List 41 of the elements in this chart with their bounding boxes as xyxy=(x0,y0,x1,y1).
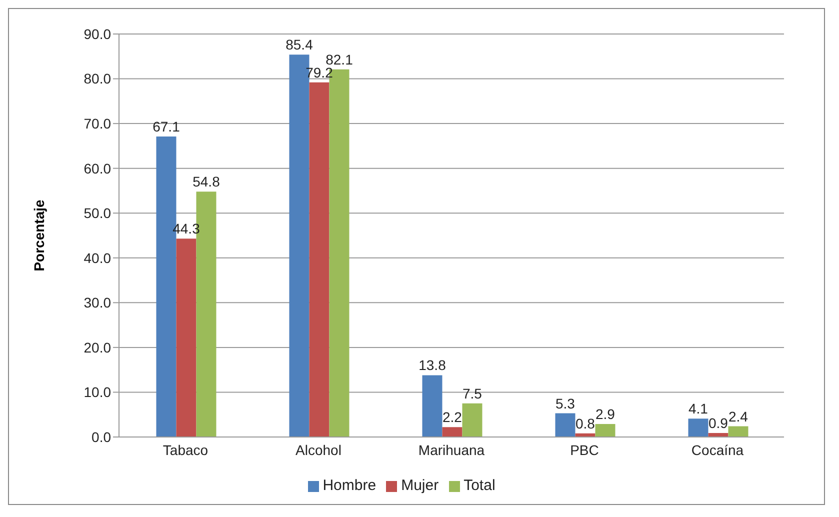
bar xyxy=(555,413,576,437)
data-label: 5.3 xyxy=(556,395,576,412)
bar xyxy=(728,426,748,437)
bar xyxy=(422,375,442,437)
bar xyxy=(688,418,708,437)
y-tick-label: 20.0 xyxy=(84,339,112,356)
legend-label: Mujer xyxy=(401,477,439,494)
y-tick-label: 50.0 xyxy=(84,205,112,222)
data-label: 4.1 xyxy=(688,400,708,417)
y-tick-label: 60.0 xyxy=(84,160,112,176)
data-label: 0.9 xyxy=(708,414,728,431)
bar xyxy=(442,427,462,437)
y-tick-label: 10.0 xyxy=(84,384,112,400)
data-label: 82.1 xyxy=(326,51,354,68)
y-tick-label: 40.0 xyxy=(84,250,112,266)
data-label: 13.8 xyxy=(418,357,446,374)
y-tick-label: 70.0 xyxy=(84,116,112,132)
x-tick-label: Tabaco xyxy=(162,442,208,458)
y-tick-label: 30.0 xyxy=(84,294,112,311)
bar xyxy=(462,403,482,437)
data-label: 54.8 xyxy=(192,174,220,190)
data-label: 2.9 xyxy=(596,406,616,422)
legend-label: Total xyxy=(464,477,496,494)
x-tick-label: Alcohol xyxy=(296,442,342,458)
x-tick-label: PBC xyxy=(570,442,599,458)
bar xyxy=(309,82,330,437)
data-label: 67.1 xyxy=(152,118,180,135)
x-tick-label: Cocaína xyxy=(691,442,744,458)
y-tick-label: 0.0 xyxy=(92,428,112,445)
bar xyxy=(595,424,616,437)
data-label: 7.5 xyxy=(462,385,482,402)
data-label: 0.8 xyxy=(576,415,596,432)
y-tick-label: 90.0 xyxy=(84,26,112,42)
data-label: 2.2 xyxy=(442,409,462,426)
y-tick-label: 80.0 xyxy=(84,70,112,87)
bar xyxy=(176,238,196,437)
data-label: 85.4 xyxy=(286,36,314,53)
x-tick-label: Marihuana xyxy=(418,442,485,458)
y-axis-title: Porcentaje xyxy=(30,199,47,272)
data-label: 2.4 xyxy=(728,408,748,424)
legend-label: Hombre xyxy=(322,477,376,494)
